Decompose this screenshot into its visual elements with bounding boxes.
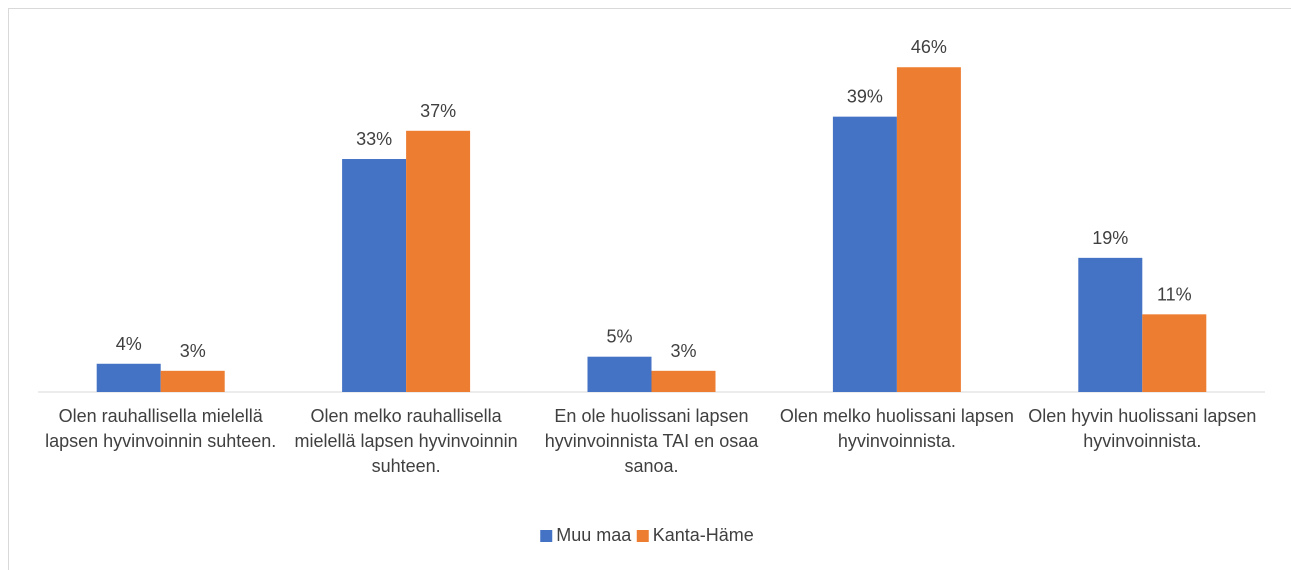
x-tick-label: Olen rauhallisella mielellä lapsen hyvin…	[45, 406, 277, 451]
bar	[342, 159, 407, 392]
legend-label: Kanta-Häme	[653, 525, 754, 545]
bar	[1142, 314, 1207, 392]
legend-label: Muu maa	[556, 525, 632, 545]
legend-swatch	[540, 530, 553, 542]
data-label: 33%	[356, 129, 392, 149]
x-tick-label: En ole huolissani lapsen hyvinvoinnista …	[544, 406, 759, 476]
bar	[96, 363, 161, 392]
data-label: 19%	[1092, 228, 1128, 248]
data-label: 4%	[116, 334, 142, 354]
bar	[160, 370, 225, 392]
bar	[587, 356, 652, 392]
bar	[651, 370, 716, 392]
bar	[1078, 257, 1143, 392]
data-label: 11%	[1157, 284, 1192, 304]
legend-swatch	[636, 530, 649, 542]
data-label: 5%	[606, 327, 632, 347]
data-label: 3%	[180, 341, 206, 361]
bar	[832, 116, 897, 392]
data-label: 37%	[420, 101, 456, 121]
data-label: 39%	[847, 87, 883, 107]
x-tick-label: Olen melko rauhallisella mielellä lapsen…	[294, 406, 518, 476]
chart-border	[8, 8, 1291, 570]
data-label: 3%	[670, 341, 696, 361]
bar	[406, 130, 471, 392]
x-tick-label: Olen melko huolissani lapsen hyvinvoinni…	[779, 406, 1014, 451]
bar	[896, 67, 961, 393]
x-tick-label: Olen hyvin huolissani lapsen hyvinvoinni…	[1028, 406, 1257, 451]
data-label: 46%	[911, 37, 947, 57]
